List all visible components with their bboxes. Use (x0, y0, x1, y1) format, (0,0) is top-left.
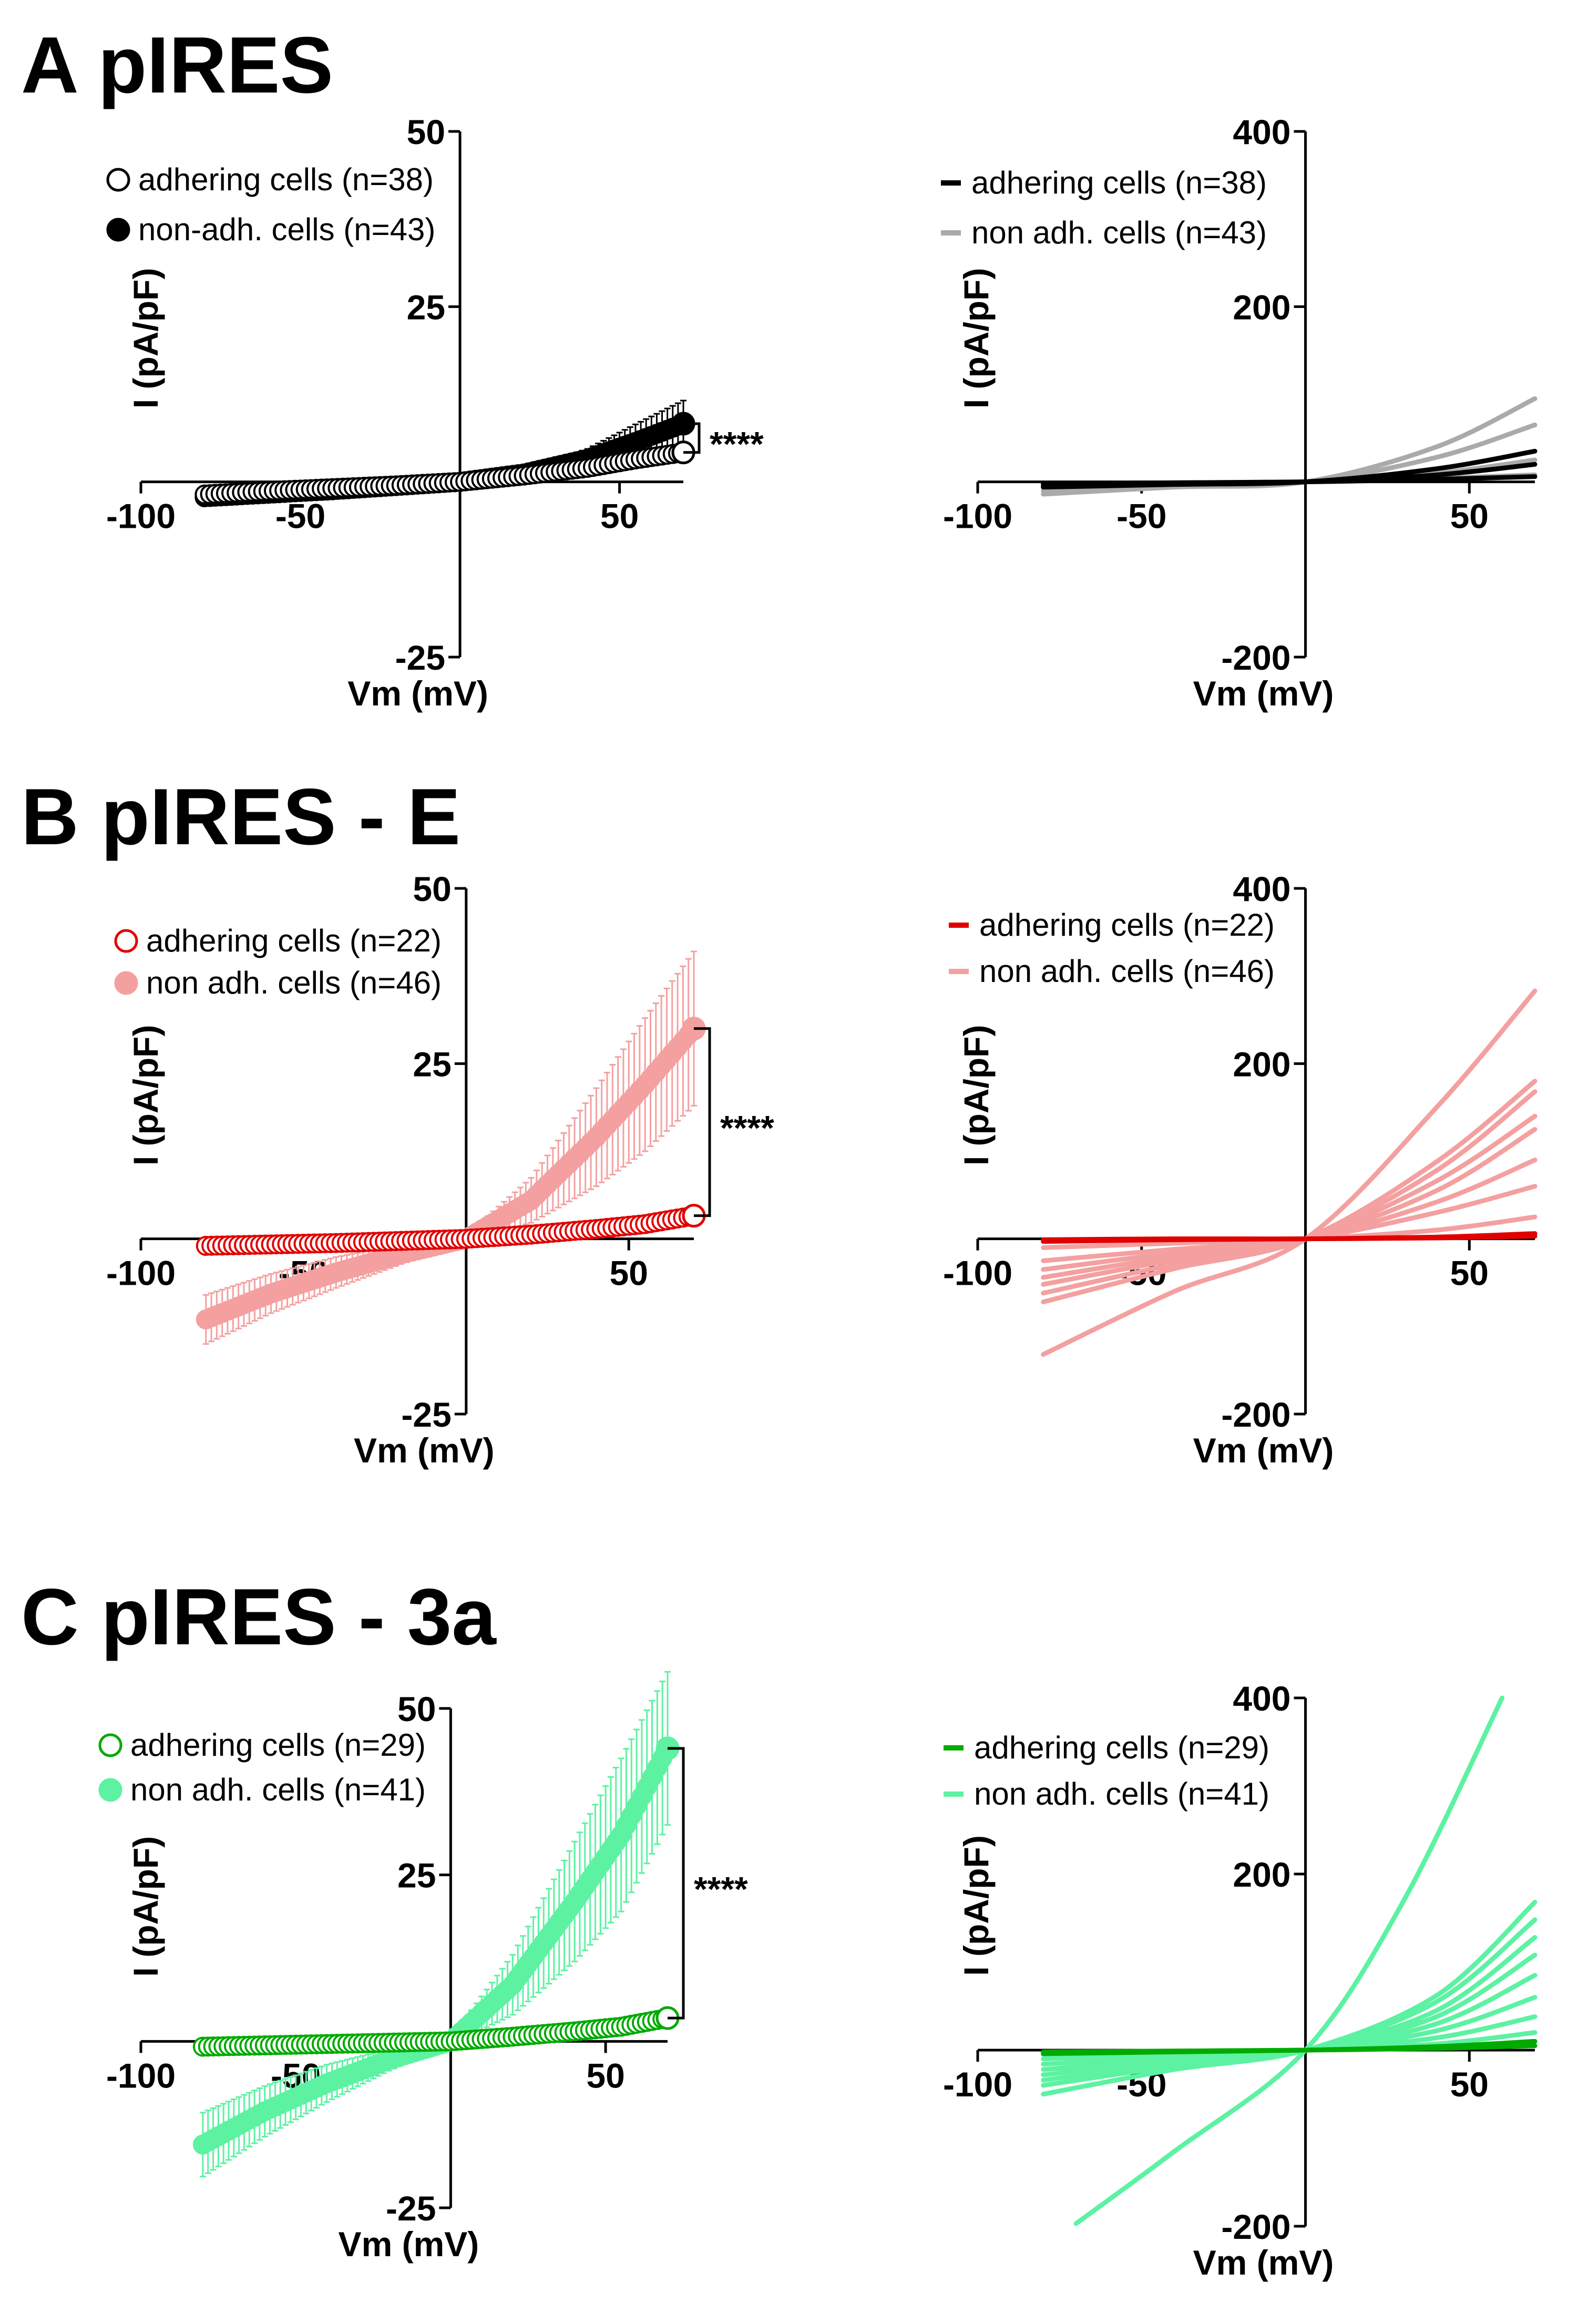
y-tick-label: 50 (413, 869, 451, 908)
panel-a-letter: A (21, 21, 76, 110)
panel-b-name: pIRES - E (101, 772, 461, 862)
x-tick-label: -100 (106, 2056, 176, 2095)
legend-marker (114, 929, 138, 953)
legend-label: adhering cells (n=38) (971, 165, 1267, 200)
x-axis-label: Vm (mV) (1193, 2243, 1334, 2282)
y-tick-label: -25 (386, 2189, 436, 2228)
x-axis-label: Vm (mV) (354, 1431, 495, 1470)
significance-bracket (694, 1027, 711, 1217)
legend-label: adhering cells (n=22) (979, 907, 1275, 943)
series-adhering (196, 1204, 706, 1256)
x-tick-label: 50 (1450, 2065, 1489, 2104)
significance-label: **** (720, 1109, 774, 1148)
y-axis-label: I (pA/pF) (957, 1835, 996, 1976)
x-tick-label: -100 (106, 1254, 176, 1293)
legend-label: adhering cells (n=29) (130, 1727, 426, 1763)
panel-a-title: A pIRES (21, 25, 333, 105)
y-tick-label: -25 (401, 1395, 451, 1434)
legend-label: non adh. cells (n=43) (971, 215, 1267, 250)
x-tick-label: 50 (1450, 1254, 1489, 1293)
legend-label: non-adh. cells (n=43) (138, 212, 435, 247)
panel-c-letter: C (21, 1572, 79, 1662)
legend-label: adhering cells (n=22) (146, 923, 442, 958)
panel-b-letter: B (21, 772, 79, 862)
y-tick-label: 25 (407, 288, 445, 326)
x-axis-label: Vm (mV) (347, 674, 488, 713)
y-axis-label: I (pA/pF) (126, 1836, 165, 1977)
legend-marker (98, 1733, 122, 1757)
y-axis-label: I (pA/pF) (957, 268, 996, 409)
y-tick-label: -200 (1221, 2207, 1290, 2246)
y-tick-label: 200 (1233, 1855, 1290, 1894)
x-tick-label: 50 (600, 497, 639, 536)
y-axis-label: I (pA/pF) (126, 1025, 165, 1166)
significance-bracket (683, 422, 701, 454)
legend-label: adhering cells (n=29) (974, 1730, 1269, 1765)
panel-a-name: pIRES (98, 21, 333, 110)
panel-b-title: B pIRES - E (21, 777, 460, 857)
y-tick-label: -200 (1221, 1395, 1290, 1434)
series-adhering (194, 441, 695, 505)
y-tick-label: 50 (407, 112, 445, 151)
trace-line (1041, 474, 1538, 486)
traces (1041, 988, 1538, 1357)
x-tick-label: -100 (106, 497, 176, 536)
legend-marker (114, 971, 138, 995)
panel-c-name: pIRES - 3a (101, 1572, 496, 1662)
x-tick-label: -100 (943, 497, 1012, 536)
x-tick-label: -100 (943, 1254, 1012, 1293)
significance-bracket (668, 1747, 685, 2020)
significance-label: **** (694, 1870, 748, 1909)
traces (1041, 1695, 1538, 2226)
y-axis-label: I (pA/pF) (957, 1025, 996, 1166)
legend-label: non adh. cells (n=41) (974, 1776, 1269, 1811)
y-tick-label: -200 (1221, 638, 1290, 677)
x-tick-label: -100 (943, 2065, 1012, 2104)
x-axis-label: Vm (mV) (339, 2225, 479, 2264)
significance-label: **** (710, 424, 764, 463)
traces (1041, 396, 1538, 497)
trace-line (1041, 1234, 1538, 1242)
x-axis-label: Vm (mV) (1193, 674, 1334, 713)
legend-label: adhering cells (n=38) (138, 162, 434, 197)
x-tick-label: -50 (1116, 497, 1166, 536)
y-tick-label: 200 (1233, 288, 1290, 326)
legend-label: non adh. cells (n=46) (146, 965, 442, 1000)
trace-line (1073, 1695, 1505, 2226)
y-tick-label: 50 (397, 1690, 436, 1728)
y-tick-label: 400 (1233, 112, 1290, 151)
legend-label: non adh. cells (n=41) (130, 1772, 426, 1807)
y-tick-label: 200 (1233, 1045, 1290, 1083)
panel-c-title: C pIRES - 3a (21, 1577, 496, 1657)
x-tick-label: -50 (275, 497, 325, 536)
series-adhering (192, 2006, 680, 2057)
y-axis-label: I (pA/pF) (126, 268, 165, 409)
y-tick-label: 400 (1233, 1679, 1290, 1718)
x-axis-label: Vm (mV) (1193, 1431, 1334, 1470)
x-tick-label: 50 (610, 1254, 648, 1293)
legend-marker (106, 168, 130, 192)
y-tick-label: 25 (397, 1856, 436, 1895)
y-tick-label: 400 (1233, 869, 1290, 908)
legend-marker (106, 218, 130, 242)
legend-marker (98, 1778, 122, 1802)
x-tick-label: 50 (586, 2056, 624, 2095)
y-tick-label: 25 (413, 1045, 451, 1083)
x-tick-label: 50 (1450, 497, 1489, 536)
trace-line (1041, 2043, 1538, 2054)
legend-label: non adh. cells (n=46) (979, 954, 1275, 989)
y-tick-label: -25 (395, 638, 445, 677)
series-non-adherent (192, 1671, 680, 2177)
